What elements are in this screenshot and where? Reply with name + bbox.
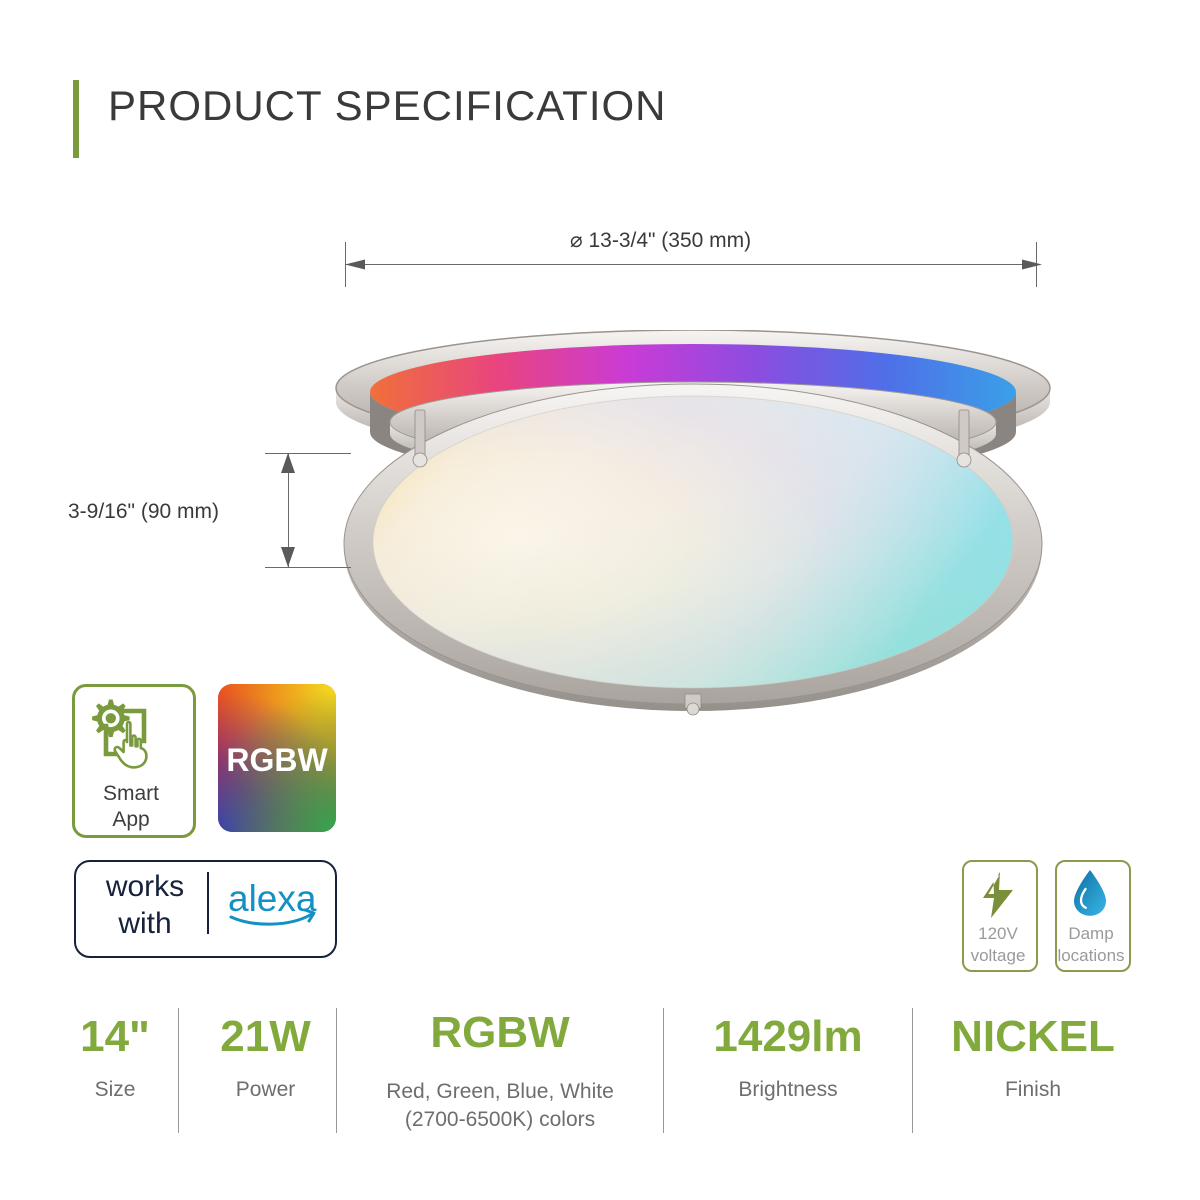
- svg-text:alexa: alexa: [228, 878, 317, 919]
